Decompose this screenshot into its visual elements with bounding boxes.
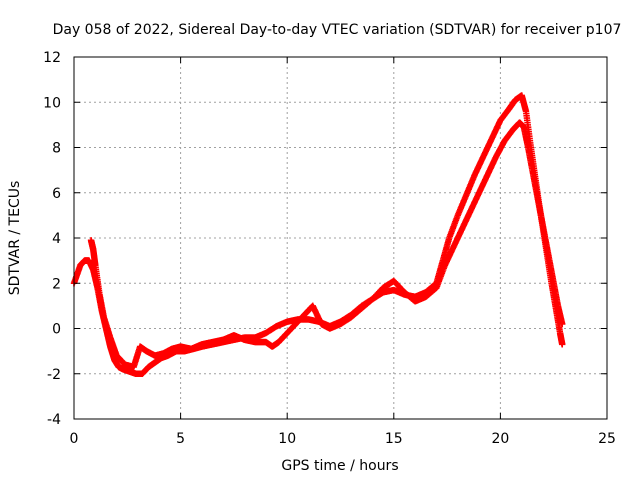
x-tick-label: 25 [598, 431, 616, 447]
data-point [559, 320, 566, 328]
data-point [559, 341, 566, 348]
x-tick-label: 5 [176, 431, 185, 447]
y-tick-label: 8 [52, 141, 61, 157]
y-tick-label: 12 [43, 50, 61, 66]
y-tick-label: -2 [47, 367, 61, 383]
x-tick-label: 20 [491, 431, 509, 447]
x-tick-label: 10 [278, 431, 296, 447]
x-tick-label: 0 [70, 431, 79, 447]
y-tick-label: 10 [43, 95, 61, 111]
y-tick-label: 6 [52, 186, 61, 202]
x-axis-label: GPS time / hours [281, 458, 398, 474]
tick-layer: 0 5 10 15 20 25 -4 -2 0 2 4 6 8 10 12 [43, 50, 616, 447]
grid-layer [74, 57, 607, 419]
y-axis-label: SDTVAR / TECUs [7, 181, 23, 296]
y-tick-label: 4 [52, 231, 61, 247]
y-tick-label: 2 [52, 276, 61, 292]
series-1 [70, 92, 566, 377]
y-tick-label: 0 [52, 322, 61, 338]
chart-title: Day 058 of 2022, Sidereal Day-to-day VTE… [53, 22, 622, 38]
series-2 [87, 119, 566, 371]
y-tick-label: -4 [47, 412, 61, 428]
x-tick-label: 15 [385, 431, 403, 447]
series-layer [70, 92, 566, 377]
